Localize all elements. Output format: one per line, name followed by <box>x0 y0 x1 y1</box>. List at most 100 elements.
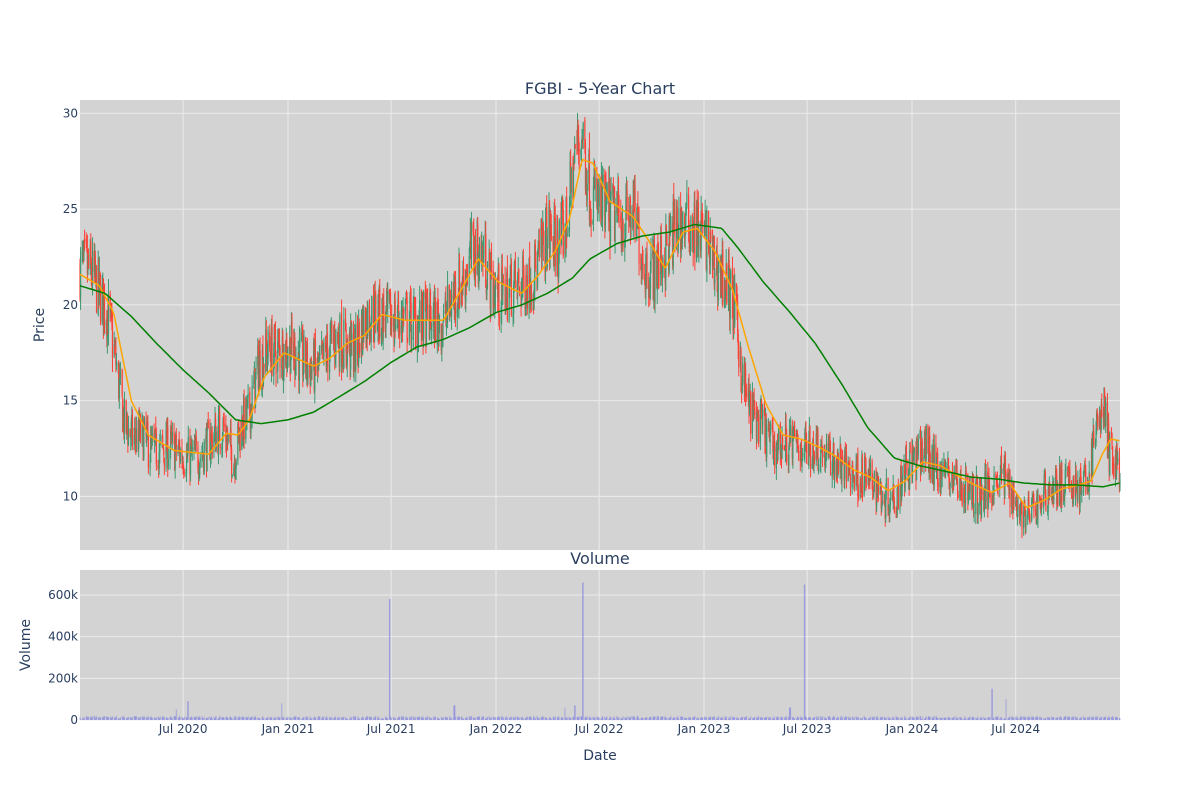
candle-body <box>233 467 235 476</box>
volume-bar <box>149 716 151 720</box>
volume-bar <box>1116 717 1118 720</box>
volume-bar <box>530 718 532 720</box>
volume-bar <box>299 718 301 720</box>
candle-body <box>670 225 672 228</box>
candle-body <box>114 346 116 348</box>
candle-body <box>121 369 123 397</box>
volume-bar <box>957 717 959 720</box>
candle-body <box>524 275 526 309</box>
volume-bar <box>824 718 826 720</box>
candle-body <box>626 189 628 215</box>
volume-bar <box>369 716 371 720</box>
candle-body <box>85 238 87 243</box>
volume-bar <box>287 716 289 720</box>
volume-bar <box>548 718 550 720</box>
volume-bar <box>955 718 957 720</box>
candle-body <box>758 414 760 445</box>
candle-body <box>1016 499 1018 517</box>
volume-bar <box>402 718 404 720</box>
candle-body <box>877 476 879 493</box>
volume-bar <box>147 716 149 720</box>
candle-body <box>265 329 267 371</box>
volume-bar <box>892 718 894 720</box>
volume-bar <box>241 716 243 720</box>
candle-body <box>343 319 345 369</box>
volume-bar <box>710 716 712 720</box>
volume-bar <box>819 716 821 720</box>
volume-bar <box>714 718 716 720</box>
candle-body <box>1020 502 1022 510</box>
candle-body <box>419 300 421 323</box>
volume-bar <box>661 717 663 720</box>
volume-bar <box>677 718 679 720</box>
volume-bar <box>362 717 364 720</box>
candle-body <box>921 441 923 465</box>
candle-body <box>578 150 580 152</box>
candle-body <box>872 488 874 495</box>
volume-bar <box>884 716 886 720</box>
candle-body <box>704 215 706 227</box>
candle-body <box>465 273 467 302</box>
volume-bar <box>761 717 763 720</box>
candle-body <box>191 446 193 454</box>
volume-bar <box>913 717 915 720</box>
volume-bar <box>1110 717 1112 720</box>
volume-bar <box>330 718 332 720</box>
volume-bar <box>546 718 548 720</box>
candle-body <box>134 427 136 442</box>
candle-body <box>207 421 209 429</box>
volume-bar <box>669 717 671 720</box>
volume-bar <box>1016 718 1018 720</box>
volume-bar <box>569 718 571 720</box>
volume-bar <box>229 716 231 720</box>
volume-bar <box>590 717 592 720</box>
x-tick-label: Jul 2022 <box>574 722 624 736</box>
volume-bar <box>111 716 113 720</box>
candle-body <box>897 484 899 509</box>
candle-body <box>258 364 260 389</box>
volume-bar <box>905 717 907 720</box>
volume-bar <box>1031 716 1033 720</box>
volume-bar <box>853 717 855 720</box>
candle-body <box>199 462 201 475</box>
volume-bar <box>1031 717 1033 720</box>
volume-bar <box>1115 716 1117 720</box>
volume-bar <box>1000 718 1002 720</box>
volume-bar <box>856 718 858 720</box>
volume-bar <box>262 718 264 720</box>
candle-body <box>1080 467 1082 481</box>
candle-body <box>642 262 644 276</box>
candle-body <box>881 500 883 504</box>
candle-body <box>686 192 688 207</box>
volume-bar <box>716 717 718 720</box>
candle-body <box>833 461 836 479</box>
volume-bar <box>781 716 783 720</box>
volume-bar <box>345 717 347 720</box>
candle-body <box>628 213 630 222</box>
volume-bar <box>537 716 539 720</box>
candle-body <box>1062 493 1065 501</box>
candle-body <box>319 352 321 356</box>
volume-bar <box>490 718 492 720</box>
candle-body <box>249 391 251 416</box>
volume-bar <box>445 717 447 720</box>
volume-bar <box>509 718 511 720</box>
volume-bar <box>989 717 991 720</box>
candle-body <box>594 177 596 189</box>
volume-bar <box>298 718 300 720</box>
volume-bar <box>528 716 530 720</box>
volume-bar <box>628 717 630 720</box>
volume-bar <box>1028 717 1030 720</box>
volume-bar <box>374 717 376 720</box>
volume-bar <box>1108 716 1110 720</box>
price-plot-area[interactable] <box>80 100 1120 550</box>
volume-bar <box>823 716 825 720</box>
volume-bar <box>442 716 444 720</box>
volume-bar <box>194 717 196 720</box>
volume-plot-area[interactable] <box>80 570 1120 720</box>
candle-body <box>841 459 843 482</box>
volume-bar <box>681 716 683 720</box>
volume-bar <box>450 718 452 720</box>
volume-bar <box>733 717 735 720</box>
volume-bar <box>223 718 225 720</box>
